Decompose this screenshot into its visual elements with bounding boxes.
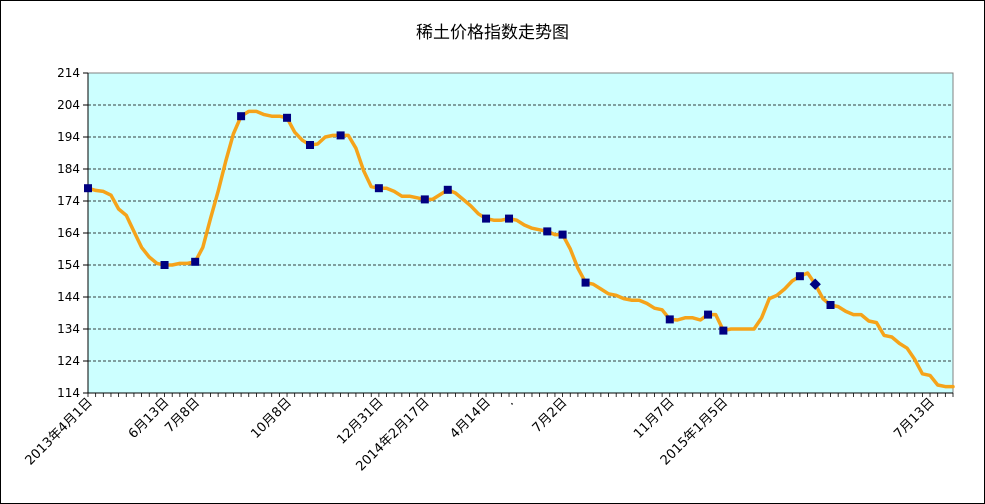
data-point (719, 326, 728, 335)
data-point (84, 184, 92, 193)
data-point (160, 261, 169, 269)
data-point (420, 195, 429, 204)
y-tick-label: 154 (57, 258, 80, 272)
y-tick-label: 134 (57, 322, 80, 336)
y-tick-label: 144 (57, 290, 80, 304)
data-point (336, 131, 345, 140)
data-point (443, 185, 452, 194)
x-tick-label: . (503, 395, 517, 409)
data-point (665, 315, 674, 324)
data-point (809, 278, 821, 290)
chart-title: 稀土价格指数走势图 (416, 23, 569, 43)
y-tick-label: 194 (57, 130, 80, 144)
data-point (237, 112, 246, 121)
data-point (826, 301, 835, 309)
data-point (505, 214, 514, 223)
data-point (191, 257, 200, 266)
data-point (795, 272, 804, 281)
x-tick-label: 4月14日 (447, 395, 494, 442)
y-tick-label: 114 (57, 386, 80, 400)
y-tick-label: 204 (57, 98, 80, 112)
x-tick-label: 11月7日 (631, 395, 678, 442)
x-tick-label: 2013年4月1日 (23, 395, 96, 468)
x-tick-label: 10月8日 (248, 395, 295, 442)
y-tick-label: 184 (57, 162, 80, 176)
data-point (305, 141, 314, 149)
data-point (543, 227, 552, 236)
data-point (704, 310, 713, 319)
y-tick-label: 124 (57, 354, 80, 368)
x-tick-label: 7月2日 (530, 395, 571, 436)
data-point (581, 278, 590, 287)
data-point (283, 113, 292, 122)
x-tick-label: 7月8日 (162, 395, 203, 436)
data-point (558, 230, 567, 239)
series-line (86, 109, 955, 389)
y-tick-label: 164 (57, 226, 80, 240)
x-tick-label: 6月13日 (126, 395, 173, 442)
y-tick-label: 214 (57, 66, 80, 80)
data-point (374, 184, 383, 193)
x-tick-label: 7月13日 (891, 395, 938, 442)
data-point (482, 214, 491, 223)
y-tick-label: 174 (57, 194, 80, 208)
